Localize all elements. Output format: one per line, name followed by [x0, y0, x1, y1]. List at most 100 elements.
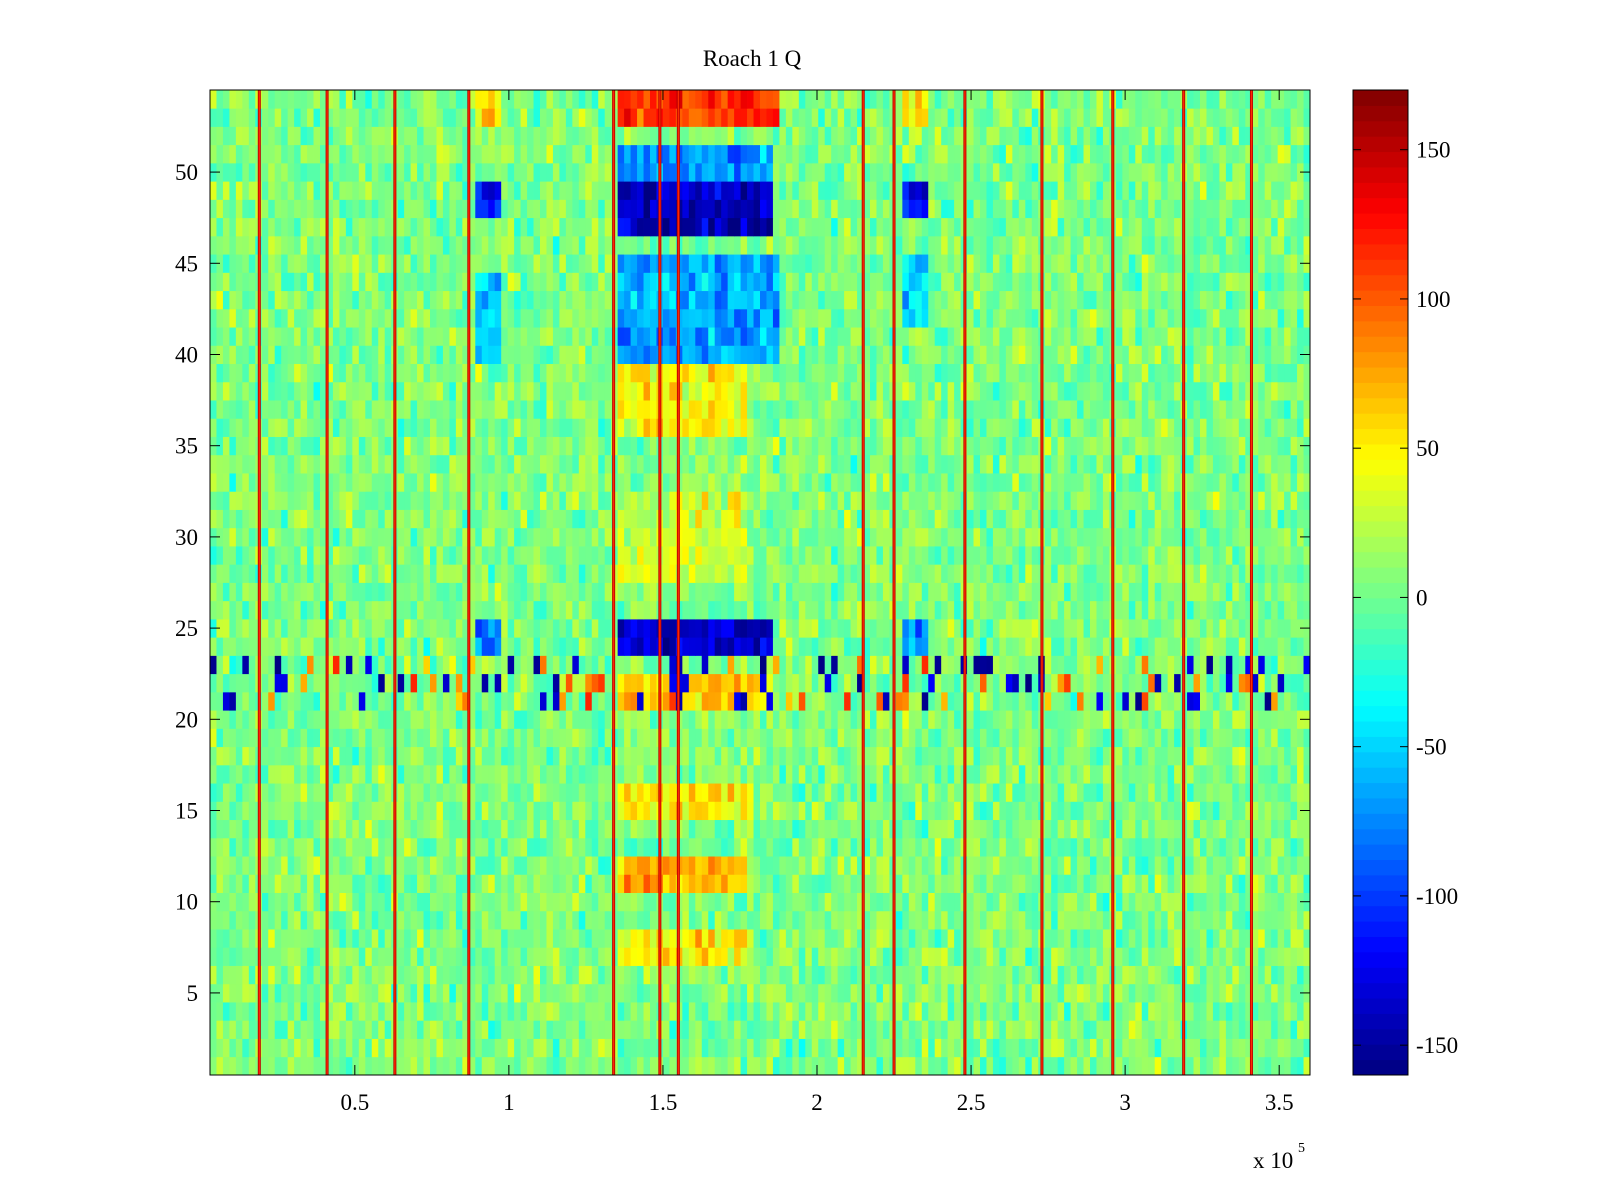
heatmap-cell — [262, 929, 269, 948]
heatmap-cell — [301, 528, 308, 547]
heatmap-cell — [870, 783, 877, 802]
heatmap-cell — [1168, 1057, 1175, 1076]
heatmap-cell — [223, 528, 230, 547]
heatmap-cell — [851, 874, 858, 893]
heatmap-cell — [954, 893, 961, 912]
heatmap-cell — [598, 546, 605, 565]
heatmap-cell — [430, 601, 437, 620]
heatmap-cell — [1304, 583, 1311, 602]
heatmap-cell — [728, 838, 735, 857]
heatmap-cell — [618, 820, 625, 839]
heatmap-cell — [1090, 856, 1097, 875]
heatmap-cell — [928, 911, 935, 930]
heatmap-cell — [754, 838, 761, 857]
heatmap-cell — [1006, 674, 1013, 693]
heatmap-cell — [1161, 1020, 1168, 1039]
heatmap-cell — [1129, 655, 1136, 674]
heatmap-cell — [941, 583, 948, 602]
heatmap-cell — [592, 710, 599, 729]
heatmap-cell — [1161, 637, 1168, 656]
heatmap-cell — [851, 1039, 858, 1058]
heatmap-cell — [1090, 801, 1097, 820]
heatmap-cell — [1084, 710, 1091, 729]
heatmap-cell — [281, 966, 288, 985]
heatmap-cell — [540, 747, 547, 766]
heatmap-cell — [488, 947, 495, 966]
heatmap-cell — [598, 564, 605, 583]
heatmap-cell — [249, 728, 256, 747]
heatmap-cell — [546, 619, 553, 638]
heatmap-cell — [1090, 637, 1097, 656]
heatmap-cell — [747, 583, 754, 602]
heatmap-cell — [747, 546, 754, 565]
heatmap-cell — [980, 546, 987, 565]
heatmap-cell — [372, 546, 379, 565]
heatmap-cell — [773, 838, 780, 857]
heatmap-cell — [216, 583, 223, 602]
heatmap-cell — [527, 710, 534, 729]
heatmap-cell — [1006, 1039, 1013, 1058]
heatmap-cell — [967, 874, 974, 893]
heatmap-cell — [592, 637, 599, 656]
heatmap-cell — [1051, 728, 1058, 747]
heatmap-cell — [851, 619, 858, 638]
heatmap-cell — [534, 783, 541, 802]
heatmap-cell — [980, 1020, 987, 1039]
heatmap-cell — [268, 619, 275, 638]
heatmap-cell — [436, 947, 443, 966]
heatmap-cell — [508, 710, 515, 729]
heatmap-cell — [637, 856, 644, 875]
heatmap-cell — [1032, 601, 1039, 620]
heatmap-cell — [268, 692, 275, 711]
heatmap-cell — [618, 984, 625, 1003]
heatmap-cell — [618, 874, 625, 893]
heatmap-cell — [1161, 783, 1168, 802]
heatmap-cell — [682, 966, 689, 985]
heatmap-cell — [546, 765, 553, 784]
heatmap-cell — [294, 838, 301, 857]
heatmap-cell — [514, 1039, 521, 1058]
heatmap-cell — [1213, 674, 1220, 693]
heatmap-cell — [249, 528, 256, 547]
heatmap-cell — [1226, 1057, 1233, 1076]
heatmap-cell — [631, 546, 638, 565]
heatmap-cell — [249, 583, 256, 602]
heatmap-cell — [1045, 801, 1052, 820]
heatmap-cell — [1284, 929, 1291, 948]
heatmap-cell — [773, 583, 780, 602]
heatmap-cell — [365, 765, 372, 784]
heatmap-cell — [268, 747, 275, 766]
heatmap-cell — [359, 820, 366, 839]
heatmap-cell — [1129, 1020, 1136, 1039]
heatmap-cell — [346, 728, 353, 747]
heatmap-cell — [294, 1020, 301, 1039]
heatmap-cell — [1045, 1020, 1052, 1039]
heatmap-cell — [1077, 546, 1084, 565]
heatmap-cell — [741, 619, 748, 638]
heatmap-cell — [339, 947, 346, 966]
heatmap-cell — [307, 637, 314, 656]
heatmap-cell — [1161, 765, 1168, 784]
heatmap-cell — [546, 655, 553, 674]
heatmap-cell — [1045, 637, 1052, 656]
heatmap-cell — [896, 546, 903, 565]
heatmap-cell — [1071, 619, 1078, 638]
heatmap-cell — [333, 655, 340, 674]
heatmap-cell — [1122, 984, 1129, 1003]
heatmap-cell — [792, 929, 799, 948]
heatmap-cell — [236, 1057, 243, 1076]
heatmap-cell — [1116, 637, 1123, 656]
heatmap-cell — [883, 783, 890, 802]
heatmap-cell — [1064, 1020, 1071, 1039]
heatmap-cell — [766, 601, 773, 620]
heatmap-cell — [456, 710, 463, 729]
heatmap-cell — [851, 583, 858, 602]
heatmap-cell — [495, 856, 502, 875]
heatmap-cell — [708, 966, 715, 985]
heatmap-cell — [1200, 765, 1207, 784]
heatmap-cell — [501, 583, 508, 602]
heatmap-cell — [941, 1057, 948, 1076]
heatmap-cell — [1142, 747, 1149, 766]
heatmap-cell — [870, 710, 877, 729]
heatmap-cell — [598, 637, 605, 656]
